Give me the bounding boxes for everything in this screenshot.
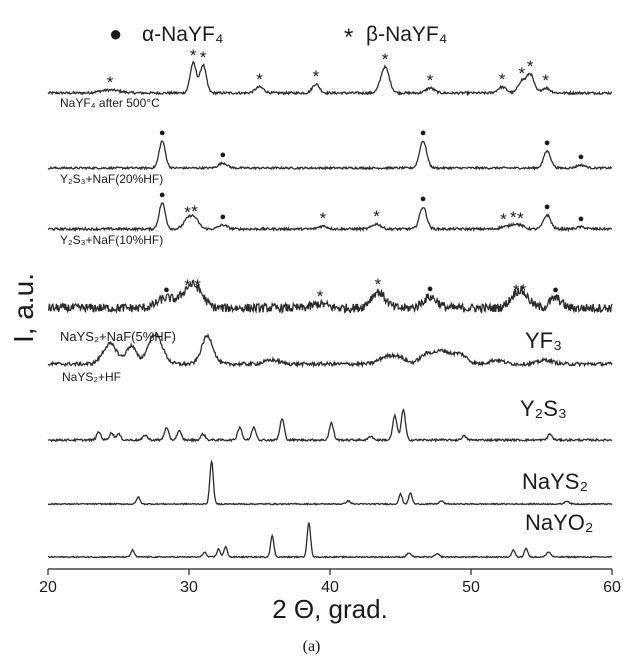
xrd-trace	[47, 60, 613, 97]
peak-markers: ** ** *** * * **●●●●●●* * ● * *●* * *●●● * *** ● * * ●	[107, 46, 585, 306]
legend-alpha-symbol: ●	[109, 21, 122, 46]
alpha-peak-marker: ●	[552, 284, 559, 296]
beta-peak-marker: *	[520, 281, 527, 300]
sample-label: Y₂S₃+NaF(10%HF)	[60, 233, 163, 247]
x-axis: 20 30 40 50 60 2 Θ, grad. I, a.u.	[8, 273, 621, 624]
beta-peak-marker: *	[527, 57, 534, 76]
xrd-trace	[47, 140, 613, 171]
x-tick-label: 40	[321, 579, 339, 596]
alpha-peak-marker: ●	[163, 284, 170, 296]
beta-peak-marker: *	[513, 281, 520, 300]
legend-beta-symbol: *	[344, 24, 353, 51]
beta-peak-marker: *	[317, 287, 324, 306]
beta-peak-marker: *	[194, 276, 201, 295]
legend: ● α-NaYF₄ * β-NaYF₄	[109, 21, 447, 51]
alpha-peak-marker: ●	[420, 127, 427, 139]
x-axis-label: 2 Θ, grad.	[272, 594, 388, 624]
x-tick-label: 30	[180, 579, 198, 596]
x-tick-label: 60	[603, 579, 621, 596]
beta-peak-marker: *	[500, 210, 507, 229]
xrd-trace	[47, 279, 613, 315]
beta-peak-marker: *	[184, 203, 191, 222]
figure-caption: (a)	[302, 638, 321, 655]
alpha-peak-marker: ●	[219, 149, 226, 161]
xrd-trace	[47, 408, 613, 443]
phase-tag: NaYO₂	[525, 510, 593, 535]
sample-label: NaYF₄ after 500°C	[60, 96, 160, 110]
alpha-peak-marker: ●	[159, 127, 166, 139]
alpha-peak-marker: ●	[159, 189, 166, 201]
legend-beta-label: β-NaYF₄	[366, 23, 447, 46]
phase-tag: Y₂S₃	[520, 396, 567, 421]
x-tick-label: 20	[39, 579, 57, 596]
phase-tag: NaYS₂	[522, 469, 588, 494]
xrd-trace	[47, 202, 613, 233]
beta-peak-marker: *	[375, 275, 382, 294]
alpha-peak-marker: ●	[427, 283, 434, 295]
beta-peak-marker: *	[313, 67, 320, 86]
sample-label: NaYS₂+NaF(5%HF)	[60, 329, 176, 344]
beta-peak-marker: *	[427, 71, 434, 90]
xrd-chart: ● α-NaYF₄ * β-NaYF₄ ** ** *** * * **●●●●●●* * ●…	[8, 21, 621, 624]
alpha-peak-marker: ●	[578, 213, 585, 225]
beta-peak-marker: *	[518, 64, 525, 83]
beta-peak-marker: *	[107, 73, 114, 92]
beta-peak-marker: *	[320, 209, 327, 228]
beta-peak-marker: *	[499, 70, 506, 89]
alpha-peak-marker: ●	[578, 151, 585, 163]
xrd-trace	[47, 522, 613, 559]
beta-peak-marker: *	[510, 208, 517, 227]
x-ticks: 20 30 40 50 60	[39, 569, 621, 596]
trace-labels: NaYF₄ after 500°C Y₂S₃+NaF(20%HF) Y₂S₃+NaF…	[60, 96, 593, 535]
traces	[47, 60, 613, 559]
beta-peak-marker: *	[200, 48, 207, 67]
sample-label: Y₂S₃+NaF(20%HF)	[60, 172, 163, 186]
beta-peak-marker: *	[191, 202, 198, 221]
xrd-trace	[47, 331, 613, 369]
phase-tag: YF₃	[525, 328, 562, 353]
beta-peak-marker: *	[190, 46, 197, 65]
beta-peak-marker: *	[382, 50, 389, 69]
beta-peak-marker: *	[184, 276, 191, 295]
beta-peak-marker: *	[256, 70, 263, 89]
sample-label: NaYS₂+HF	[62, 370, 121, 384]
alpha-peak-marker: ●	[544, 201, 551, 213]
beta-peak-marker: *	[517, 209, 524, 228]
alpha-peak-marker: ●	[420, 193, 427, 205]
y-axis-label: I, a.u.	[8, 273, 39, 343]
alpha-peak-marker: ●	[544, 137, 551, 149]
x-tick-label: 50	[462, 579, 480, 596]
alpha-peak-marker: ●	[219, 211, 226, 223]
legend-alpha-label: α-NaYF₄	[142, 23, 223, 46]
xrd-trace	[47, 459, 613, 506]
beta-peak-marker: *	[542, 71, 549, 90]
beta-peak-marker: *	[373, 207, 380, 226]
